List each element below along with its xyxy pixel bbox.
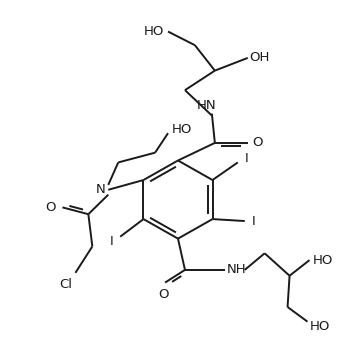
Text: I: I [245,152,248,165]
Text: Cl: Cl [59,278,72,291]
Text: HO: HO [309,320,330,333]
Text: HO: HO [144,25,164,38]
Text: I: I [252,215,256,228]
Text: HO: HO [172,123,192,136]
Text: O: O [45,201,56,214]
Text: HO: HO [313,254,334,267]
Text: O: O [252,136,263,150]
Text: I: I [109,235,113,248]
Text: O: O [158,288,168,301]
Text: HN: HN [197,99,217,112]
Text: NH: NH [227,264,247,277]
Text: N: N [95,183,105,196]
Text: OH: OH [250,51,270,64]
